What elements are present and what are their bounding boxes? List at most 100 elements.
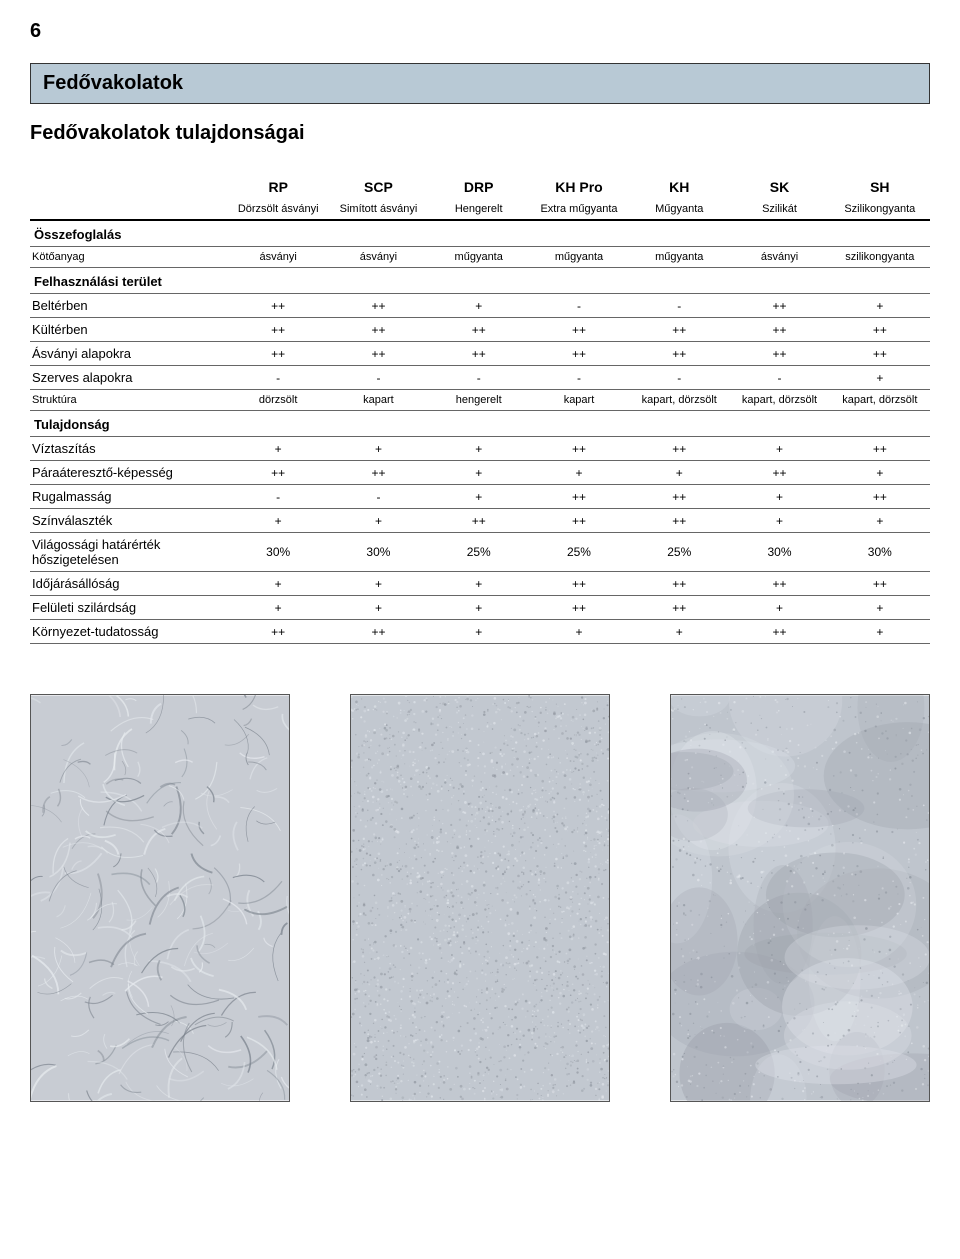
cell-value: ++ (529, 596, 629, 620)
blank-subheader (30, 199, 228, 220)
cell-value: + (228, 437, 328, 461)
cell-value: ++ (228, 318, 328, 342)
col-header-main: SCP (328, 175, 428, 199)
cell-value: ++ (328, 620, 428, 644)
cell-value: ++ (328, 461, 428, 485)
col-header-main: KH Pro (529, 175, 629, 199)
cell-value: ++ (529, 437, 629, 461)
cell-value: ++ (629, 572, 729, 596)
cell-value: ++ (529, 509, 629, 533)
cell-value: - (328, 485, 428, 509)
cell-value: + (228, 596, 328, 620)
cell-value: + (328, 572, 428, 596)
cell-value: 25% (429, 533, 529, 572)
row-label: Szerves alapokra (30, 366, 228, 390)
cell-value: - (228, 366, 328, 390)
cell-value: ++ (228, 294, 328, 318)
cell-value: kapart (328, 390, 428, 411)
row-label: Beltérben (30, 294, 228, 318)
cell-value: ++ (429, 342, 529, 366)
cell-value: ++ (629, 342, 729, 366)
page-number: 6 (30, 20, 930, 43)
cell-value: - (529, 294, 629, 318)
cell-value: + (830, 294, 930, 318)
row-label: Világossági határérték hőszigetelésen (30, 533, 228, 572)
cell-value: + (830, 366, 930, 390)
row-label: Kültérben (30, 318, 228, 342)
section-title: Felhasználási terület (30, 268, 930, 294)
cell-value: + (429, 596, 529, 620)
col-header-sub: Műgyanta (629, 199, 729, 220)
cell-value: - (729, 366, 829, 390)
cell-value: + (629, 461, 729, 485)
cell-value: ásványi (729, 247, 829, 268)
cell-value: ++ (529, 572, 629, 596)
cell-value: 25% (629, 533, 729, 572)
col-header-sub: Szilikongyanta (830, 199, 930, 220)
col-header-main: SK (729, 175, 829, 199)
cell-value: ++ (228, 620, 328, 644)
row-label: Időjárásállóság (30, 572, 228, 596)
row-label: Színválaszték (30, 509, 228, 533)
cell-value: + (830, 596, 930, 620)
cell-value: + (328, 596, 428, 620)
properties-table: RPSCPDRPKH ProKHSKSHDörzsölt ásványiSimí… (30, 175, 930, 644)
cell-value: ++ (629, 509, 729, 533)
cell-value: ásványi (328, 247, 428, 268)
col-header-main: KH (629, 175, 729, 199)
cell-value: hengerelt (429, 390, 529, 411)
cell-value: szilikongyanta (830, 247, 930, 268)
cell-value: ++ (629, 485, 729, 509)
section-title: Tulajdonság (30, 411, 930, 437)
cell-value: + (729, 509, 829, 533)
cell-value: ++ (729, 318, 829, 342)
header-bar: Fedővakolatok (30, 63, 930, 104)
col-header-sub: Dörzsölt ásványi (228, 199, 328, 220)
cell-value: ++ (328, 342, 428, 366)
cell-value: ++ (429, 318, 529, 342)
table-body: ÖsszefoglalásKötőanyagásványiásványiműgy… (30, 220, 930, 644)
cell-value: műgyanta (629, 247, 729, 268)
cell-value: kapart, dörzsölt (729, 390, 829, 411)
cell-value: műgyanta (429, 247, 529, 268)
cell-value: + (429, 294, 529, 318)
cell-value: ++ (729, 572, 829, 596)
cell-value: ++ (830, 437, 930, 461)
row-label: Ásványi alapokra (30, 342, 228, 366)
cell-value: kapart, dörzsölt (629, 390, 729, 411)
cell-value: + (429, 620, 529, 644)
cell-value: + (729, 596, 829, 620)
cell-value: ++ (830, 318, 930, 342)
cell-value: + (429, 437, 529, 461)
table-head: RPSCPDRPKH ProKHSKSHDörzsölt ásványiSimí… (30, 175, 930, 220)
texture-bumpy (670, 694, 930, 1102)
cell-value: 30% (328, 533, 428, 572)
cell-value: ++ (529, 342, 629, 366)
cell-value: kapart (529, 390, 629, 411)
cell-value: + (729, 485, 829, 509)
cell-value: ++ (529, 318, 629, 342)
cell-value: ++ (328, 294, 428, 318)
cell-value: + (228, 572, 328, 596)
cell-value: ++ (830, 572, 930, 596)
cell-value: + (429, 485, 529, 509)
col-header-main: SH (830, 175, 930, 199)
texture-grainy (350, 694, 610, 1102)
cell-value: + (729, 437, 829, 461)
row-label: Környezet-tudatosság (30, 620, 228, 644)
cell-value: ++ (629, 318, 729, 342)
cell-value: + (830, 461, 930, 485)
row-label: Struktúra (30, 390, 228, 411)
cell-value: + (529, 620, 629, 644)
cell-value: - (629, 366, 729, 390)
cell-value: ++ (228, 342, 328, 366)
cell-value: - (629, 294, 729, 318)
cell-value: ++ (529, 485, 629, 509)
col-header-sub: Simított ásványi (328, 199, 428, 220)
cell-value: ++ (729, 342, 829, 366)
cell-value: ++ (830, 342, 930, 366)
cell-value: ++ (729, 620, 829, 644)
blank-header (30, 175, 228, 199)
subtitle: Fedővakolatok tulajdonságai (30, 122, 930, 145)
cell-value: 30% (729, 533, 829, 572)
